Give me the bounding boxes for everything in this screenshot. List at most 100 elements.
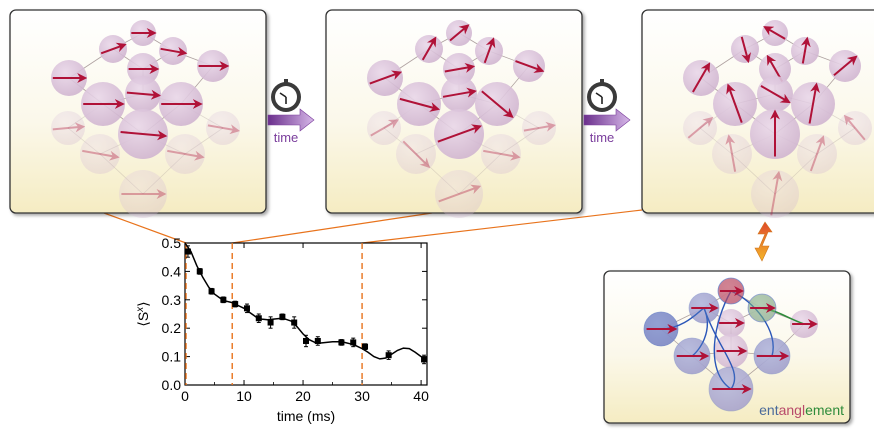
data-point <box>184 245 191 258</box>
data-marker <box>267 319 274 326</box>
spin-arrow <box>100 42 127 55</box>
y-tick-label: 0.1 <box>162 349 182 365</box>
data-marker <box>362 343 369 350</box>
magnetization-chart: 0 10 20 30 40 0.0 0.1 0.2 0.3 0.4 0.5 time (ms) ⟨Sx⟩ <box>135 235 429 424</box>
spin-arrow <box>82 149 120 161</box>
lattice-site <box>481 134 521 174</box>
data-point <box>350 337 357 348</box>
panel-plot-connector <box>103 212 187 244</box>
panel-plot-connector <box>232 212 433 244</box>
spin-arrow <box>515 60 545 73</box>
spin-arrow <box>843 114 866 141</box>
spin-arrow <box>370 119 399 137</box>
time-panel-2 <box>325 9 583 218</box>
time-arrow-1: time <box>267 79 315 145</box>
x-tick-label: 0 <box>181 388 189 404</box>
x-tick-label: 40 <box>413 388 429 404</box>
data-marker <box>184 248 191 255</box>
data-point <box>220 296 227 304</box>
data-point <box>291 316 298 329</box>
spin-arrow <box>833 55 858 77</box>
spin-arrow <box>438 184 482 203</box>
time-arrow-shape <box>583 108 631 132</box>
data-point <box>421 354 428 365</box>
spin-arrow <box>740 36 752 64</box>
data-marker <box>314 337 321 344</box>
lattice-site <box>206 111 240 145</box>
data-marker <box>243 305 250 312</box>
y-tick-label: 0.2 <box>162 320 182 336</box>
data-marker <box>208 288 215 295</box>
spin-arrow <box>52 122 86 133</box>
lattice-site <box>165 134 205 174</box>
data-point <box>267 316 274 329</box>
spin-arrow <box>399 97 441 112</box>
y-tick-label: 0.0 <box>162 377 182 393</box>
spin-arrow <box>523 121 557 132</box>
spin-lattice-panels <box>9 9 874 218</box>
spin-arrow <box>809 135 826 172</box>
data-point <box>208 287 215 295</box>
spin-arrow <box>763 26 786 40</box>
lattice-site <box>80 134 120 174</box>
spin-arrow <box>369 70 403 85</box>
data-point <box>303 334 309 348</box>
spin-arrow <box>442 87 477 98</box>
spin-arrow <box>449 24 470 42</box>
spin-arrow <box>421 36 437 61</box>
spin-arrow <box>692 62 711 93</box>
data-point <box>279 313 286 321</box>
data-marker <box>232 301 239 308</box>
data-point <box>338 339 345 346</box>
stopwatch-icon <box>271 79 301 112</box>
time-label: time <box>274 130 299 145</box>
time-connector-lines <box>103 209 643 244</box>
spin-arrow <box>207 124 241 135</box>
x-tick-label: 30 <box>354 388 370 404</box>
plot-frame <box>184 242 428 386</box>
spin-arrow <box>808 82 820 124</box>
lattice-site <box>797 134 837 174</box>
data-marker <box>291 319 298 326</box>
y-tick-label: 0.5 <box>162 235 182 251</box>
spin-arrow <box>444 62 476 73</box>
lattice-site <box>51 111 85 145</box>
stopwatch-icon <box>587 79 617 112</box>
y-tick-label: 0.4 <box>162 263 182 279</box>
stopwatch-button <box>600 79 604 83</box>
entanglement-label: entanglement <box>759 402 844 418</box>
time-panel-1 <box>9 9 267 218</box>
data-marker <box>303 337 309 344</box>
spin-arrow <box>800 36 811 64</box>
data-marker <box>279 313 286 320</box>
spin-arrow <box>402 140 431 169</box>
data-marker <box>255 315 262 322</box>
spin-arrow <box>126 89 162 100</box>
lattice-site <box>522 111 556 145</box>
entanglement-link <box>703 307 736 390</box>
data-point <box>243 303 250 314</box>
panel-plot-connector <box>362 209 643 244</box>
lattice-site <box>751 170 799 218</box>
data-point <box>232 300 239 308</box>
data-point <box>362 343 369 350</box>
data-marker <box>350 339 357 346</box>
spin-arrow <box>687 116 714 139</box>
time-arrow-shape <box>267 108 315 132</box>
x-tick-label: 20 <box>295 388 311 404</box>
spin-arrow <box>725 134 737 172</box>
data-point <box>385 350 392 360</box>
y-tick-label: 0.3 <box>162 292 182 308</box>
x-tick-label: 10 <box>236 388 252 404</box>
time-label: time <box>590 130 615 145</box>
time-arrow-2: time <box>583 79 631 145</box>
spin-arrow <box>167 149 205 161</box>
lattice-site <box>435 170 483 218</box>
stopwatch-hand <box>595 92 603 98</box>
entanglement-panel: entanglement <box>603 270 851 424</box>
spin-arrow <box>120 130 168 141</box>
spin-arrow <box>770 170 783 216</box>
time-evolution-arrows: time time <box>267 79 631 145</box>
spin-arrow <box>437 124 483 143</box>
stopwatch-hand <box>279 92 287 98</box>
